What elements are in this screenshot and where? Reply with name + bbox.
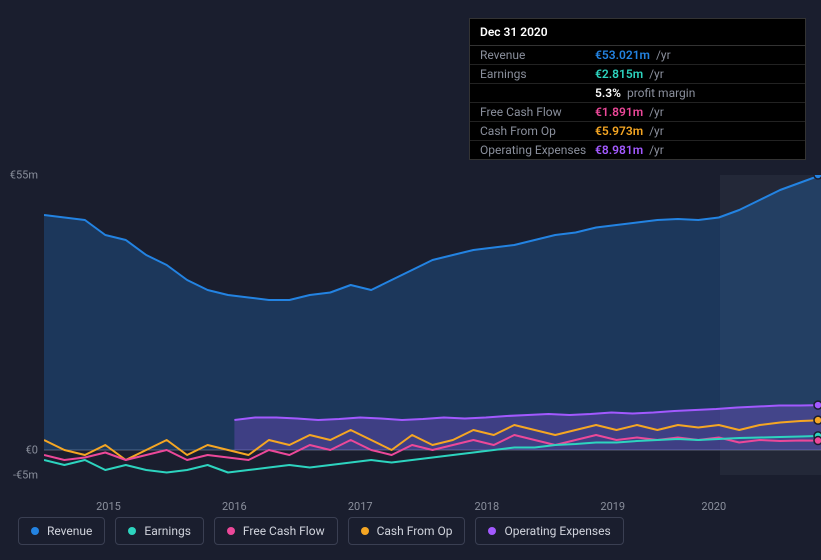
tooltip-row-value: 5.3% xyxy=(595,86,621,100)
tooltip-row: Free Cash Flow€1.891m /yr xyxy=(470,103,805,122)
legend-dot-icon xyxy=(488,527,496,535)
tooltip-date: Dec 31 2020 xyxy=(470,19,805,46)
tooltip-row-label: Free Cash Flow xyxy=(480,105,595,119)
legend-dot-icon xyxy=(361,527,369,535)
legend-label: Earnings xyxy=(144,524,191,538)
legend-label: Free Cash Flow xyxy=(243,524,325,538)
x-tick-label: 2017 xyxy=(348,500,373,513)
y-tick-label: €55m xyxy=(10,169,38,182)
tooltip-row: Earnings€2.815m /yr xyxy=(470,65,805,84)
tooltip-row-suffix: profit margin xyxy=(624,86,695,100)
legend-label: Operating Expenses xyxy=(504,524,610,538)
legend-dot-icon xyxy=(227,527,235,535)
tooltip-row-suffix: /yr xyxy=(646,143,664,157)
tooltip-row-label: Cash From Op xyxy=(480,124,595,138)
tooltip-row-value: €2.815m xyxy=(595,67,643,81)
x-tick-label: 2015 xyxy=(96,500,121,513)
legend-item-revenue[interactable]: Revenue xyxy=(18,517,105,545)
tooltip-row-label: Revenue xyxy=(480,48,595,62)
tooltip-row-label: Operating Expenses xyxy=(480,143,595,157)
y-tick-label: €0 xyxy=(26,444,38,457)
tooltip-row: Operating Expenses€8.981m /yr xyxy=(470,141,805,159)
tooltip-row-label xyxy=(480,86,595,100)
tooltip-row-value: €1.891m xyxy=(595,105,643,119)
x-tick-label: 2019 xyxy=(600,500,625,513)
tooltip-row-label: Earnings xyxy=(480,67,595,81)
legend-label: Revenue xyxy=(47,524,92,538)
tooltip-row-value: €5.973m xyxy=(595,124,643,138)
chart-legend: Revenue Earnings Free Cash Flow Cash From O… xyxy=(18,517,624,545)
x-tick-label: 2018 xyxy=(475,500,500,513)
chart-tooltip: Dec 31 2020 Revenue€53.021m /yrEarnings€… xyxy=(469,18,806,160)
tooltip-row-suffix: /yr xyxy=(646,124,664,138)
tooltip-row: Revenue€53.021m /yr xyxy=(470,46,805,65)
tooltip-rows: Revenue€53.021m /yrEarnings€2.815m /yr5.… xyxy=(470,46,805,159)
legend-label: Cash From Op xyxy=(377,524,453,538)
tooltip-row-suffix: /yr xyxy=(646,67,664,81)
y-axis-labels: -€5m €0 €55m xyxy=(0,0,44,560)
legend-dot-icon xyxy=(31,527,39,535)
tooltip-row-value: €8.981m xyxy=(595,143,643,157)
financial-chart xyxy=(44,175,821,475)
x-tick-label: 2016 xyxy=(222,500,247,513)
legend-item-free-cash-flow[interactable]: Free Cash Flow xyxy=(214,517,338,545)
tooltip-row: 5.3% profit margin xyxy=(470,84,805,103)
tooltip-row: Cash From Op€5.973m /yr xyxy=(470,122,805,141)
legend-dot-icon xyxy=(128,527,136,535)
tooltip-row-suffix: /yr xyxy=(646,105,664,119)
legend-item-cash-from-op[interactable]: Cash From Op xyxy=(348,517,466,545)
x-tick-label: 2020 xyxy=(701,500,726,513)
tooltip-row-value: €53.021m xyxy=(595,48,650,62)
legend-item-earnings[interactable]: Earnings xyxy=(115,517,204,545)
legend-item-operating-expenses[interactable]: Operating Expenses xyxy=(475,517,623,545)
tooltip-row-suffix: /yr xyxy=(653,48,671,62)
y-tick-label: -€5m xyxy=(13,469,38,482)
